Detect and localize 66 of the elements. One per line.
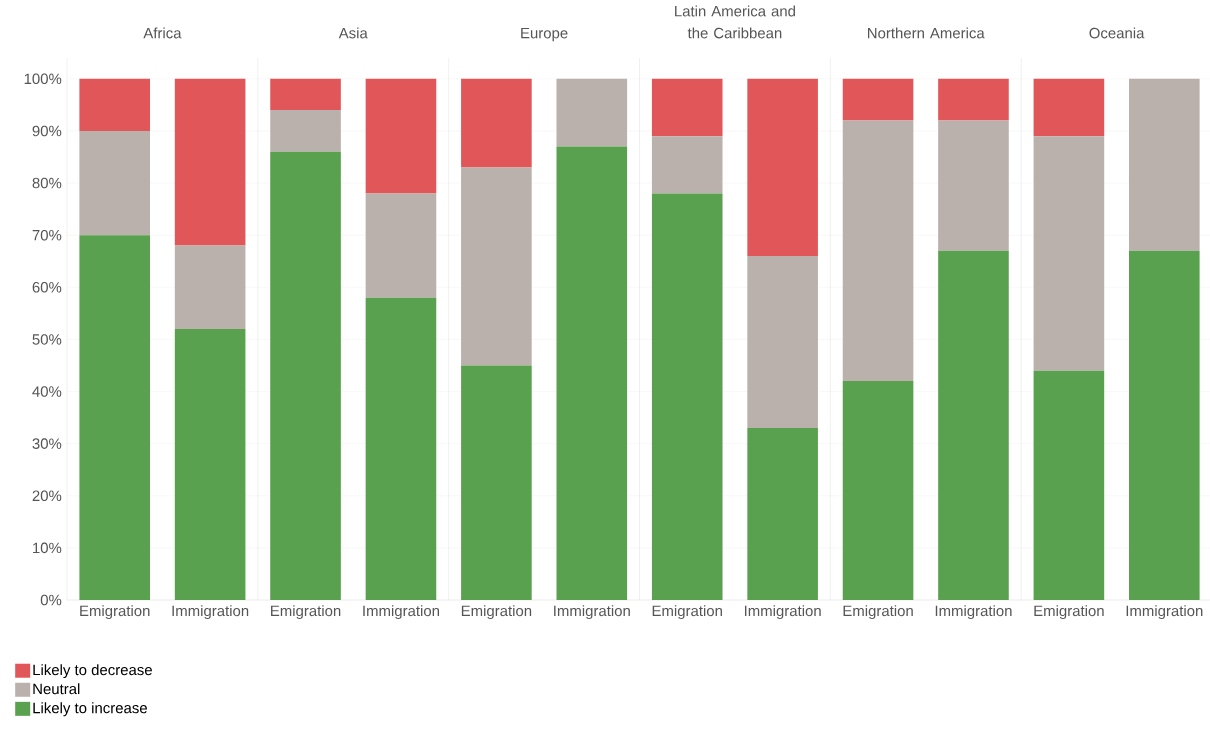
bar xyxy=(1033,370,1105,600)
bar xyxy=(461,78,532,168)
bar xyxy=(1129,78,1200,251)
bar xyxy=(270,78,341,111)
bar xyxy=(174,245,246,329)
legend-label: Neutral xyxy=(33,683,80,695)
bar xyxy=(651,193,723,600)
bar xyxy=(842,78,914,121)
chart-title: Northern America xyxy=(868,27,985,39)
bar xyxy=(747,256,818,429)
bar xyxy=(938,120,1009,251)
bar xyxy=(938,250,1009,600)
x-tick-label: Emigration xyxy=(80,605,150,620)
chart-title: Latin America and the Caribbean xyxy=(675,5,795,39)
chart-title: Africa xyxy=(143,27,182,39)
x-tick-label: Immigration xyxy=(363,605,440,620)
y-tick-label: 70% xyxy=(32,229,62,241)
x-tick-label: Immigration xyxy=(744,605,821,620)
bar xyxy=(365,193,437,298)
y-tick-label: 30% xyxy=(32,438,62,449)
y-tick-label: 80% xyxy=(32,177,62,189)
bar xyxy=(461,167,532,366)
chart-title: Asia xyxy=(338,27,368,39)
bar xyxy=(556,146,628,600)
bar xyxy=(556,78,628,147)
y-tick-label: 0% xyxy=(40,594,62,606)
x-tick-label: Immigration xyxy=(172,605,249,620)
bar xyxy=(174,329,246,600)
legend-label: Likely to increase xyxy=(33,702,147,717)
bar xyxy=(270,151,341,600)
y-tick-label: 40% xyxy=(32,386,62,397)
bar xyxy=(1033,78,1105,137)
bar xyxy=(842,120,914,382)
x-tick-label: Immigration xyxy=(554,605,630,620)
x-tick-label: Immigration xyxy=(1126,605,1203,620)
y-tick-label: 10% xyxy=(33,542,62,554)
bar xyxy=(79,235,151,600)
bar xyxy=(365,78,437,194)
x-tick-label: Emigration xyxy=(271,605,341,620)
chart-title: Oceania xyxy=(1089,27,1145,39)
bar xyxy=(79,78,151,131)
x-tick-label: Emigration xyxy=(1034,605,1104,620)
bar xyxy=(747,428,818,600)
x-tick-label: Emigration xyxy=(461,605,532,620)
bar xyxy=(365,297,437,600)
bar xyxy=(842,381,914,600)
bar xyxy=(1129,250,1200,600)
x-tick-label: Emigration xyxy=(843,605,913,620)
bar xyxy=(270,110,341,152)
y-tick-label: 100% xyxy=(24,73,62,85)
bar xyxy=(651,78,723,137)
bar xyxy=(174,78,246,246)
bar xyxy=(1033,136,1105,371)
y-tick-label: 90% xyxy=(32,125,62,137)
y-tick-label: 20% xyxy=(32,490,62,502)
bar xyxy=(938,78,1009,121)
y-tick-label: 60% xyxy=(32,282,62,293)
legend-label: Likely to decrease xyxy=(33,664,152,679)
x-tick-label: Immigration xyxy=(935,605,1012,620)
bar xyxy=(651,136,723,194)
bar xyxy=(461,365,532,600)
y-tick-label: 50% xyxy=(32,334,62,345)
chart-title: Europe xyxy=(521,27,568,42)
x-tick-label: Emigration xyxy=(652,605,722,620)
bar xyxy=(79,130,151,236)
bar xyxy=(747,78,818,257)
